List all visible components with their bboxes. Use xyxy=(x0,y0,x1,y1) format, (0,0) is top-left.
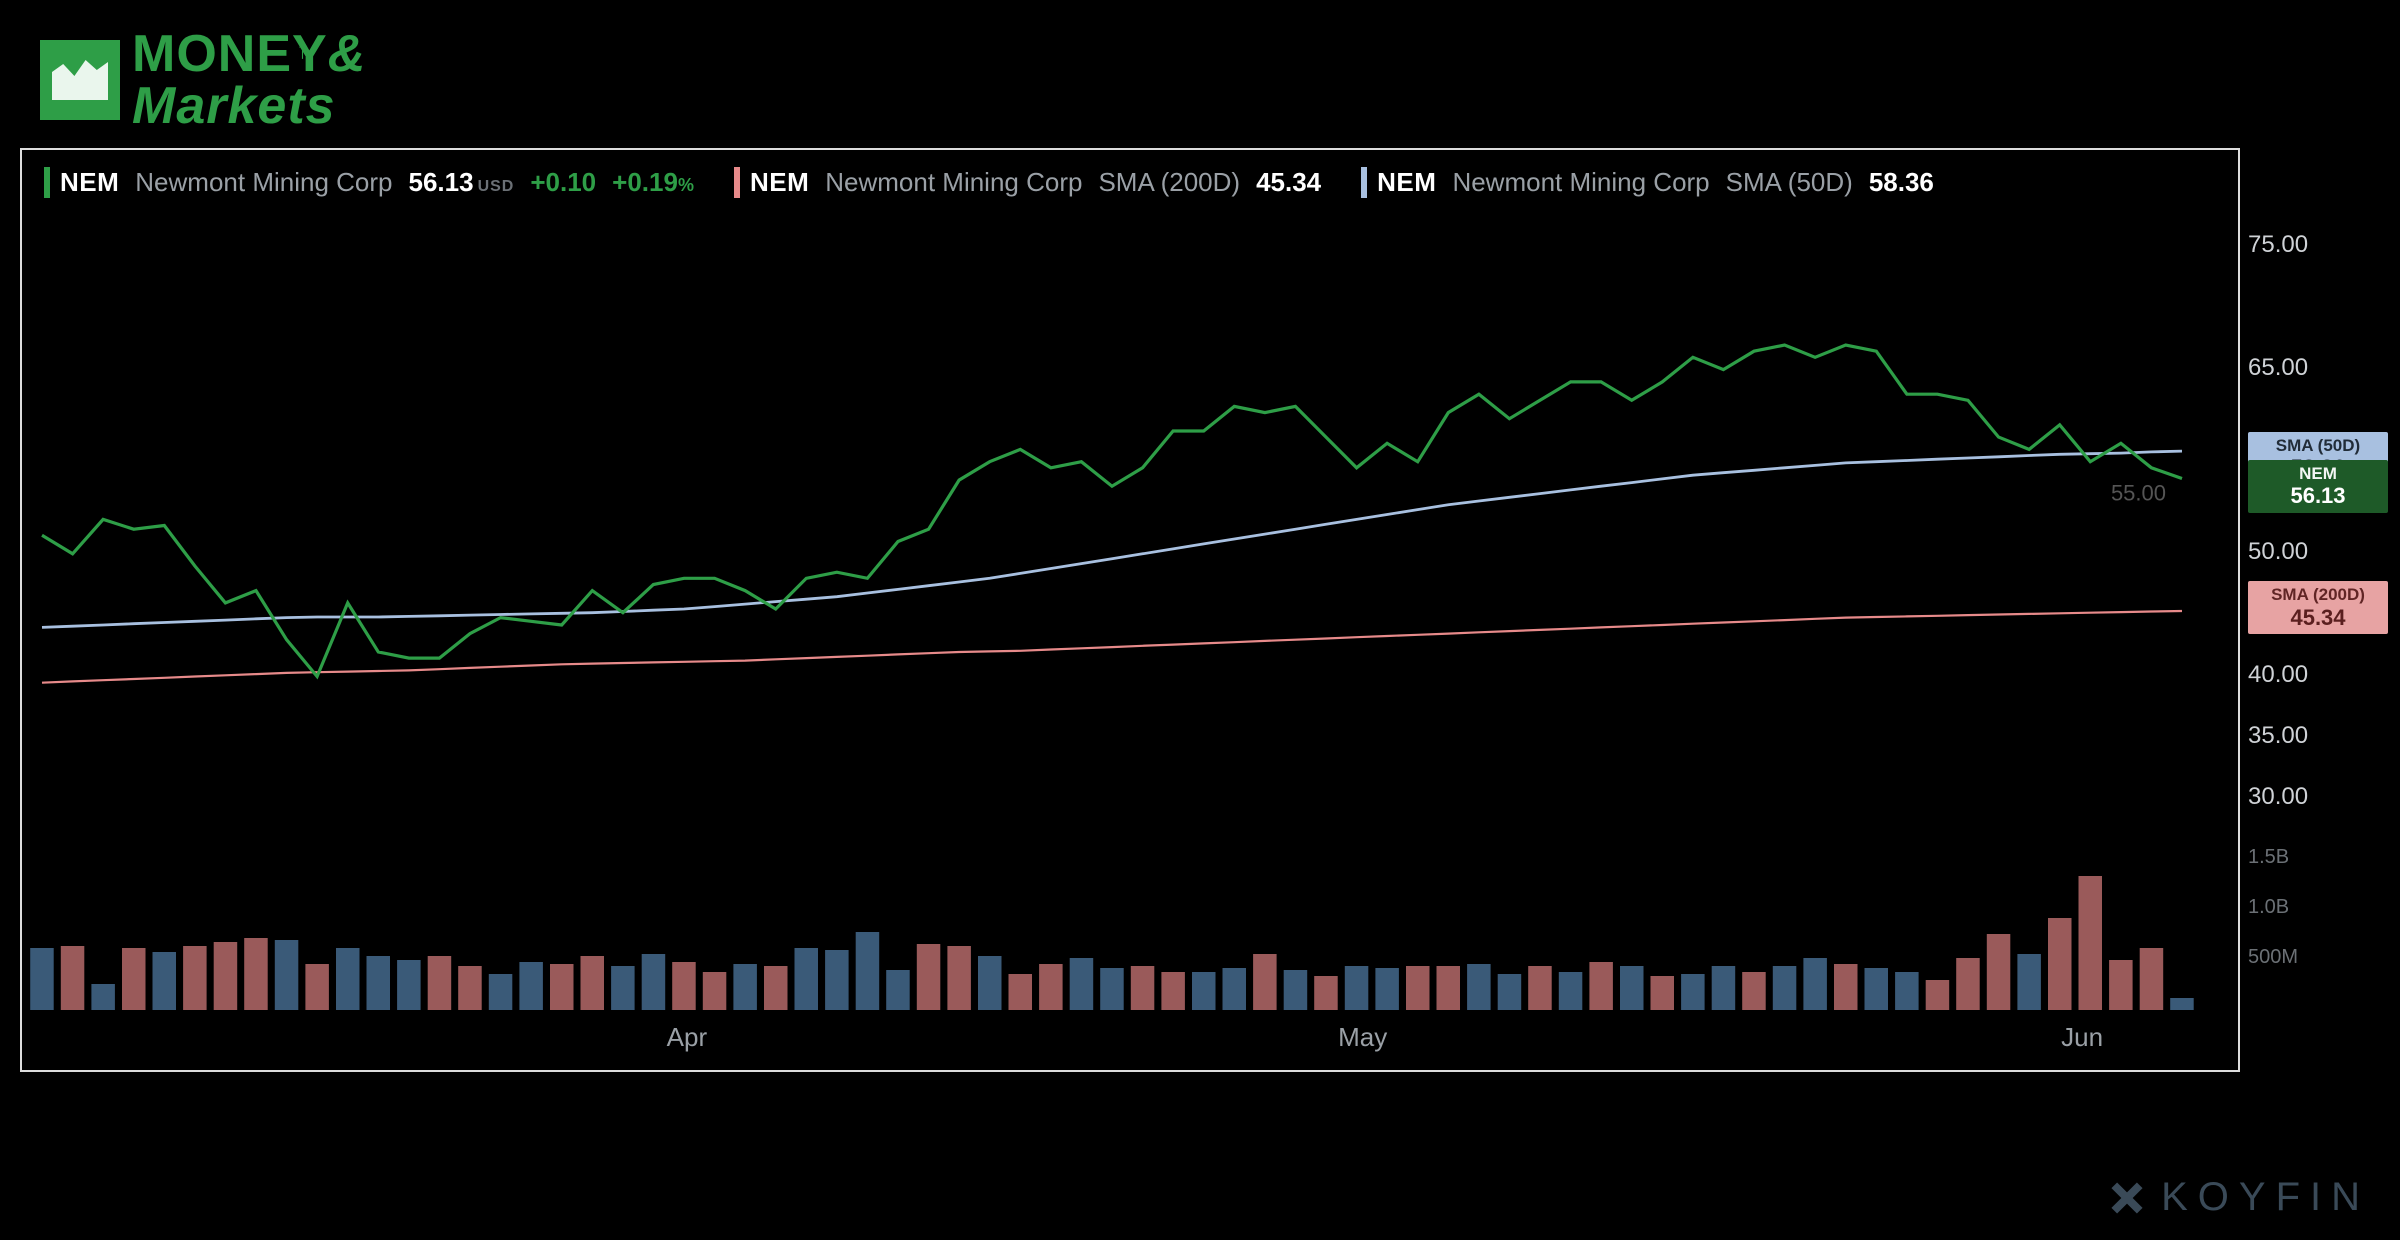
volume-tick-label: 1.5B xyxy=(2248,846,2398,869)
koyfin-icon xyxy=(2102,1172,2153,1223)
x-tick-label: May xyxy=(1338,1022,1387,1053)
y-tick-label: 50.00 xyxy=(2248,538,2398,566)
legend-series-sma200: NEM Newmont Mining Corp SMA (200D) 45.34 xyxy=(734,167,1321,198)
metric-3: SMA (50D) xyxy=(1726,167,1853,198)
legend-series-price: NEM Newmont Mining Corp 56.13USD +0.10 +… xyxy=(44,167,694,198)
watermark-text: KOYFIN xyxy=(2161,1175,2370,1220)
brand-amp: & xyxy=(328,25,367,83)
brand-logo: MONEY& Markets ↑ xyxy=(40,28,366,132)
badge-sma200: SMA (200D)45.34 xyxy=(2248,581,2388,634)
y-tick-label: 75.00 xyxy=(2248,231,2398,259)
ticker-1: NEM xyxy=(60,167,119,197)
brand-text: MONEY& Markets xyxy=(132,28,366,132)
chart-frame: NEM Newmont Mining Corp 56.13USD +0.10 +… xyxy=(20,148,2240,1072)
volume-tick-label: 1.0B xyxy=(2248,896,2398,919)
y-tick-label: 40.00 xyxy=(2248,661,2398,689)
chart-legend: NEM Newmont Mining Corp 56.13USD +0.10 +… xyxy=(44,160,2228,204)
ticker-chip: NEM xyxy=(734,167,809,198)
arrow-up-icon: ↑ xyxy=(296,34,309,65)
value-2: 45.34 xyxy=(1256,167,1321,198)
metric-2: SMA (200D) xyxy=(1098,167,1240,198)
chart-svg: 55.00 xyxy=(22,210,2202,1010)
ticker-chip: NEM xyxy=(44,167,119,198)
y-tick-label: 30.00 xyxy=(2248,783,2398,811)
ticker-3: NEM xyxy=(1377,167,1436,197)
ticker-chip: NEM xyxy=(1361,167,1436,198)
volume-tick-label: 500M xyxy=(2248,946,2398,969)
ticker-2: NEM xyxy=(750,167,809,197)
brand-line2: Markets xyxy=(132,80,366,132)
value-3: 58.36 xyxy=(1869,167,1934,198)
y-axis-right: 30.0035.0040.0045.0050.0055.0065.0075.00… xyxy=(2248,148,2398,1072)
x-tick-label: Apr xyxy=(667,1022,707,1053)
chart-plot[interactable]: 55.00 xyxy=(22,210,2202,1010)
bull-icon xyxy=(40,40,120,120)
price-1: 56.13 xyxy=(409,167,474,197)
legend-series-sma50: NEM Newmont Mining Corp SMA (50D) 58.36 xyxy=(1361,167,1934,198)
x-tick-label: Jun xyxy=(2061,1022,2103,1053)
stock-chart-page: { "brand": { "line1": "MONEY", "amp": "&… xyxy=(0,0,2400,1240)
currency-1: USD xyxy=(478,178,515,195)
y-tick-label: 65.00 xyxy=(2248,354,2398,382)
y-tick-label: 35.00 xyxy=(2248,722,2398,750)
x-axis-labels: Apr May Jun xyxy=(22,1022,2202,1062)
company-name-2: Newmont Mining Corp xyxy=(825,167,1082,198)
svg-text:55.00: 55.00 xyxy=(2111,480,2166,505)
company-name-3: Newmont Mining Corp xyxy=(1452,167,1709,198)
koyfin-watermark: KOYFIN xyxy=(2109,1175,2370,1220)
badge-price: NEM56.13 xyxy=(2248,460,2388,513)
change-pct: +0.19 xyxy=(612,167,678,197)
company-name-1: Newmont Mining Corp xyxy=(135,167,392,198)
change-abs: +0.10 xyxy=(530,167,596,198)
